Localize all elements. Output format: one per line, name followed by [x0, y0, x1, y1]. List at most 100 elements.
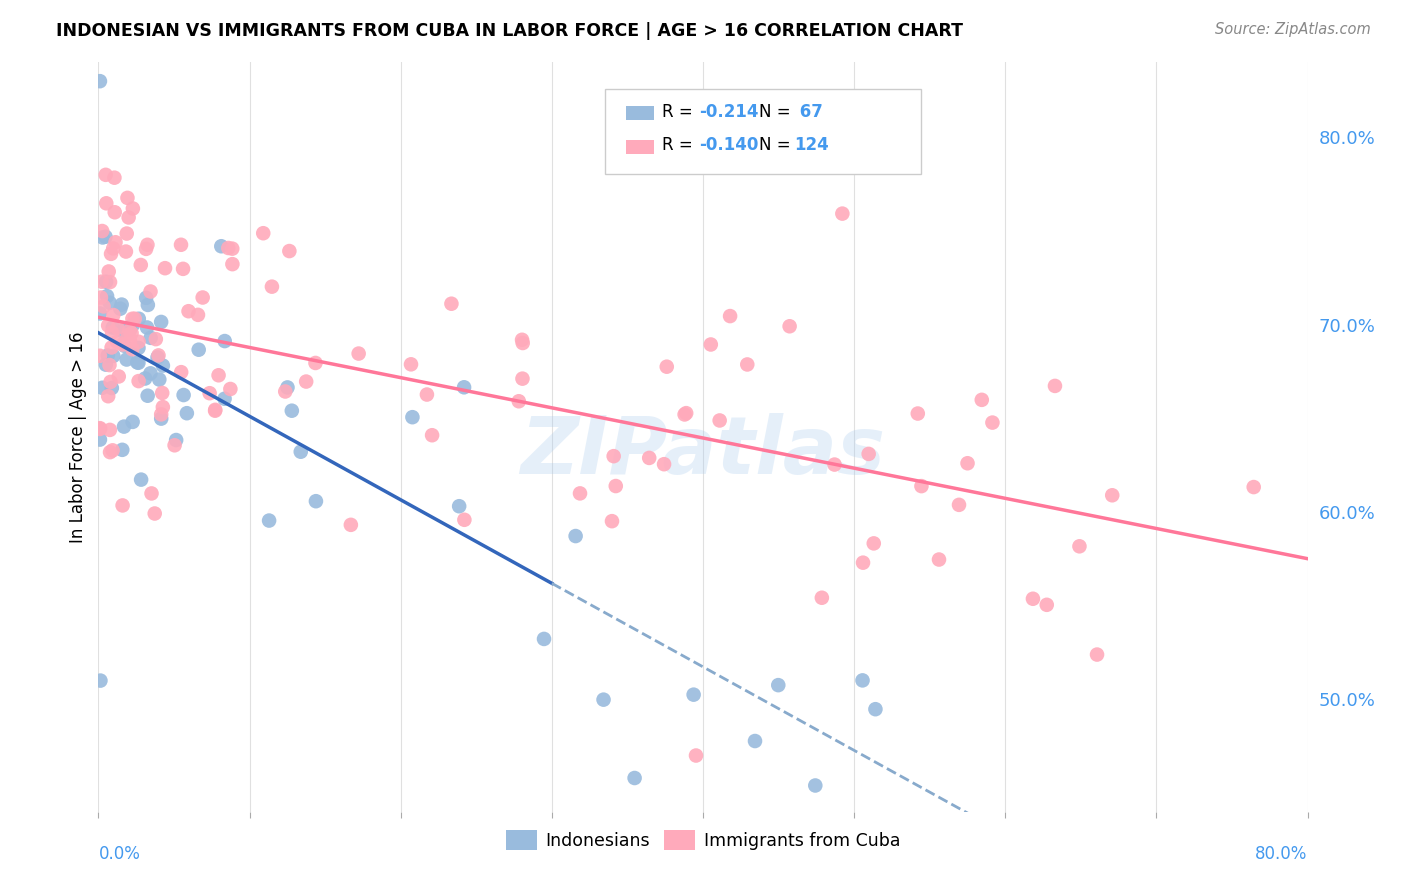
Point — [96, 196, 118, 211]
Point — [638, 450, 661, 465]
Point — [956, 456, 979, 470]
Point — [416, 387, 439, 401]
Point — [948, 498, 970, 512]
Point — [214, 392, 236, 406]
Point — [420, 428, 443, 442]
Text: 124: 124 — [794, 136, 830, 154]
Point — [152, 359, 174, 373]
Point — [143, 507, 166, 521]
Point — [709, 413, 731, 427]
Point — [103, 308, 125, 322]
Point — [858, 447, 880, 461]
Point — [89, 74, 111, 88]
Point — [90, 275, 112, 289]
Point — [135, 242, 157, 256]
Text: N =: N = — [759, 136, 796, 154]
Point — [139, 285, 162, 299]
Point — [172, 261, 194, 276]
Point — [128, 311, 150, 326]
Point — [824, 458, 846, 472]
Point — [150, 408, 173, 422]
Point — [111, 499, 134, 513]
Point — [117, 191, 139, 205]
Point — [564, 529, 586, 543]
Point — [278, 244, 301, 258]
Point — [1069, 539, 1091, 553]
Point — [440, 296, 463, 310]
Point — [862, 536, 884, 550]
Legend: Indonesians, Immigrants from Cuba: Indonesians, Immigrants from Cuba — [499, 823, 907, 857]
Point — [129, 258, 152, 272]
Point — [217, 241, 239, 255]
Point — [117, 327, 139, 342]
Point — [176, 406, 198, 420]
Text: -0.214: -0.214 — [699, 103, 758, 121]
Point — [177, 304, 200, 318]
Point — [136, 298, 159, 312]
Point — [121, 318, 143, 332]
Point — [136, 237, 159, 252]
Point — [89, 306, 111, 320]
Point — [257, 514, 280, 528]
Point — [136, 389, 159, 403]
Point — [600, 514, 623, 528]
Point — [207, 368, 229, 383]
Point — [569, 486, 592, 500]
Point — [128, 374, 150, 388]
Point — [163, 438, 186, 452]
Point — [96, 289, 118, 303]
Point — [91, 230, 114, 244]
Point — [214, 334, 236, 348]
Point — [276, 380, 298, 394]
Point — [209, 239, 232, 253]
Point — [146, 351, 169, 365]
Point — [673, 408, 696, 422]
Point — [148, 348, 170, 362]
Point — [121, 342, 143, 356]
Point — [340, 517, 363, 532]
Point — [101, 381, 124, 395]
Point — [115, 227, 138, 241]
Point — [97, 389, 120, 403]
Point — [152, 400, 174, 414]
Point — [145, 332, 167, 346]
Point — [103, 242, 125, 256]
Point — [768, 678, 790, 692]
Point — [127, 355, 149, 369]
Point — [910, 479, 932, 493]
Point — [347, 346, 370, 360]
Point — [98, 445, 121, 459]
Point — [121, 311, 143, 326]
Point — [104, 235, 127, 250]
Point — [170, 365, 193, 379]
Point — [111, 337, 134, 351]
Text: 67: 67 — [794, 103, 824, 121]
Point — [91, 381, 114, 395]
Point — [135, 291, 157, 305]
Point — [118, 324, 141, 338]
Point — [1035, 598, 1057, 612]
Point — [93, 300, 115, 314]
Point — [97, 349, 120, 363]
Point — [101, 326, 124, 340]
Point — [111, 324, 134, 338]
Point — [718, 309, 741, 323]
Point — [779, 319, 801, 334]
Point — [104, 205, 127, 219]
Point — [120, 322, 142, 336]
Text: 0.0%: 0.0% — [98, 846, 141, 863]
Point — [304, 356, 326, 370]
Point — [605, 479, 627, 493]
Point — [811, 591, 834, 605]
Point — [150, 411, 173, 425]
Point — [115, 244, 138, 259]
Text: R =: R = — [662, 103, 699, 121]
Point — [105, 321, 128, 335]
Point — [1243, 480, 1265, 494]
Point — [744, 734, 766, 748]
Point — [112, 419, 135, 434]
Point — [103, 349, 125, 363]
Point — [173, 388, 195, 402]
Point — [89, 421, 111, 435]
Point — [221, 242, 243, 256]
